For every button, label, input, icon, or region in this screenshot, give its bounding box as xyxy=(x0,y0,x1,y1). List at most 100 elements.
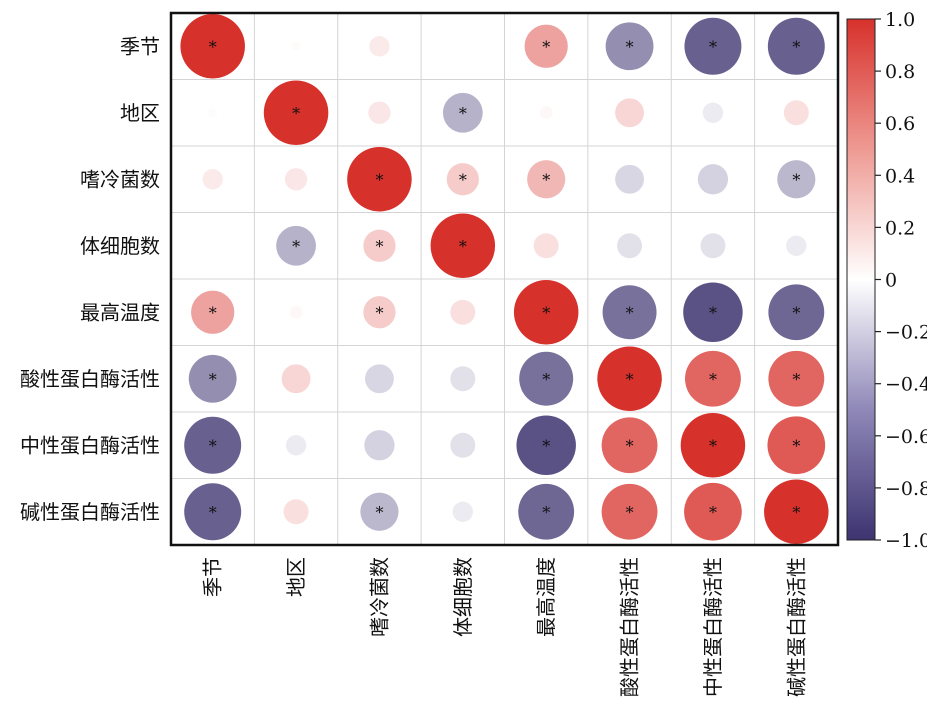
colorbar-gradient xyxy=(846,18,876,541)
correlation-circle xyxy=(697,164,729,195)
colorbar-tick-label: 0.8 xyxy=(885,61,915,83)
row-label: 最高温度 xyxy=(80,300,160,324)
correlation-circle xyxy=(430,213,496,278)
correlation-circle xyxy=(263,80,329,145)
significance-marker: * xyxy=(792,370,800,389)
correlation-circle xyxy=(513,280,579,345)
correlation-circle xyxy=(518,483,575,540)
significance-marker: * xyxy=(792,503,800,522)
cell-layer: * * * * * * * * * * * * * * * * * * * * * * * * * * * * * * * * * * * * xyxy=(180,14,829,544)
significance-marker: * xyxy=(209,303,217,322)
column-label: 中性蛋白酶活性 xyxy=(701,557,725,697)
correlation-circle xyxy=(284,168,308,191)
significance-marker: * xyxy=(792,436,800,455)
significance-marker: * xyxy=(709,303,717,322)
significance-marker: * xyxy=(542,303,550,322)
correlation-circle xyxy=(368,101,391,124)
row-label: 地区 xyxy=(120,101,160,125)
significance-marker: * xyxy=(709,37,717,56)
correlation-circle xyxy=(188,354,237,403)
row-label: 碱性蛋白酶活性 xyxy=(20,500,160,524)
significance-marker: * xyxy=(209,37,217,56)
significance-marker: * xyxy=(292,104,300,123)
correlation-circle xyxy=(533,233,559,259)
column-labels: 季节 地区 嗜冷菌数 体细胞数 最高温度 酸性蛋白酶活性 中性蛋白酶活性 碱性蛋白酶活性 xyxy=(201,557,809,697)
correlation-circle xyxy=(615,98,644,128)
correlation-circle xyxy=(363,229,396,262)
correlation-circle xyxy=(289,305,303,319)
correlation-circle xyxy=(281,364,311,394)
row-label: 中性蛋白酶活性 xyxy=(20,433,160,457)
correlation-circle xyxy=(685,350,741,407)
significance-marker: * xyxy=(292,237,300,256)
correlation-circle xyxy=(446,163,479,196)
significance-marker: * xyxy=(626,37,634,56)
correlation-circle xyxy=(605,22,654,71)
correlation-circle xyxy=(684,17,742,75)
significance-marker: * xyxy=(375,170,383,189)
column-label: 碱性蛋白酶活性 xyxy=(784,557,808,697)
significance-marker: * xyxy=(792,170,800,189)
column-label: 体细胞数 xyxy=(451,557,475,637)
significance-marker: * xyxy=(626,436,634,455)
significance-marker: * xyxy=(626,303,634,322)
column-label: 最高温度 xyxy=(534,557,558,637)
correlation-circle xyxy=(450,299,476,325)
correlation-circle xyxy=(208,108,218,118)
correlation-circle xyxy=(702,102,724,123)
significance-marker: * xyxy=(542,503,550,522)
column-label: 地区 xyxy=(284,557,308,597)
correlation-circle xyxy=(450,366,476,392)
correlation-circle xyxy=(369,36,390,57)
colorbar: 1.0 0.8 0.6 0.4 0.2 0 −0.2 −0.4 −0.6 −0.8 −1.0 xyxy=(846,9,927,552)
correlation-circle xyxy=(291,41,301,51)
column-label: 季节 xyxy=(201,557,225,597)
significance-marker: * xyxy=(459,237,467,256)
correlation-circle xyxy=(519,351,574,406)
correlation-circle xyxy=(768,284,825,341)
significance-marker: * xyxy=(542,170,550,189)
correlation-circle xyxy=(767,416,826,475)
grid-layer xyxy=(171,13,838,545)
colorbar-tick-label: −0.6 xyxy=(885,426,927,448)
correlation-circle xyxy=(684,482,742,541)
correlation-circle xyxy=(539,106,553,120)
correlation-circle xyxy=(184,483,242,541)
significance-marker: * xyxy=(459,170,467,189)
colorbar-tick-label: −0.4 xyxy=(885,374,927,396)
correlation-circle xyxy=(283,499,309,525)
correlation-circle xyxy=(442,92,483,133)
significance-marker: * xyxy=(542,436,550,455)
correlation-circle xyxy=(524,24,568,68)
significance-marker: * xyxy=(209,436,217,455)
correlation-circle xyxy=(786,235,807,256)
significance-marker: * xyxy=(209,370,217,389)
correlation-circle xyxy=(597,346,662,411)
significance-marker: * xyxy=(375,303,383,322)
colorbar-tick-label: −0.2 xyxy=(885,322,927,344)
column-label: 酸性蛋白酶活性 xyxy=(618,557,642,697)
correlation-circle xyxy=(516,415,576,475)
significance-marker: * xyxy=(709,503,717,522)
colorbar-tick-label: 0 xyxy=(885,270,897,292)
significance-marker: * xyxy=(542,37,550,56)
correlation-circle xyxy=(764,479,829,544)
significance-marker: * xyxy=(792,303,800,322)
correlation-circle xyxy=(527,160,566,199)
significance-marker: * xyxy=(542,370,550,389)
significance-marker: * xyxy=(626,503,634,522)
column-label: 嗜冷菌数 xyxy=(367,557,391,637)
significance-marker: * xyxy=(626,370,634,389)
correlation-circle xyxy=(601,483,658,540)
row-label: 体细胞数 xyxy=(80,234,160,258)
correlation-circle xyxy=(276,225,316,266)
correlation-circle xyxy=(191,290,235,334)
significance-marker: * xyxy=(375,237,383,256)
correlation-circle xyxy=(683,282,743,342)
correlation-circle xyxy=(615,164,644,194)
correlation-circle xyxy=(680,413,746,478)
correlation-circle xyxy=(602,285,657,340)
